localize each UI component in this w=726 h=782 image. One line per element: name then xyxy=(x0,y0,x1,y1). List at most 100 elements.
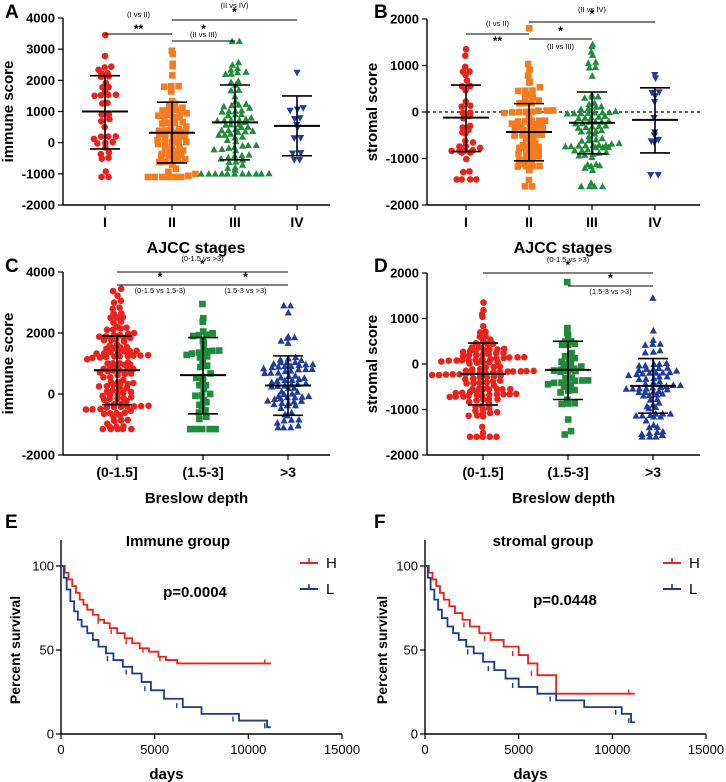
data-point xyxy=(183,138,190,146)
data-point xyxy=(525,25,533,32)
data-point xyxy=(283,358,291,366)
data-point xyxy=(461,63,469,71)
data-point xyxy=(562,375,569,382)
data-point xyxy=(106,410,114,417)
data-point xyxy=(292,353,300,361)
data-point xyxy=(461,52,469,59)
data-point xyxy=(476,144,484,152)
data-point xyxy=(456,371,463,378)
data-point xyxy=(261,369,269,377)
data-point xyxy=(641,341,649,348)
data-point xyxy=(176,111,183,118)
data-point xyxy=(196,401,203,409)
data-point xyxy=(509,368,517,375)
legend-label: H xyxy=(689,555,700,572)
data-point xyxy=(558,400,565,408)
data-point xyxy=(295,415,303,423)
data-point xyxy=(274,363,283,370)
data-point xyxy=(234,77,242,84)
data-point xyxy=(298,393,306,400)
data-point xyxy=(218,126,226,134)
data-point xyxy=(585,100,593,108)
significance-marker: * xyxy=(200,257,205,271)
data-point xyxy=(242,100,250,108)
data-point xyxy=(286,107,294,115)
data-point xyxy=(106,373,114,381)
x-axis-title: Breslow depth xyxy=(145,490,248,507)
data-point xyxy=(659,368,667,376)
data-point xyxy=(297,397,306,404)
data-point xyxy=(252,170,260,177)
data-point xyxy=(592,58,600,65)
data-point xyxy=(102,31,109,39)
comparison-label: (II vs IV) xyxy=(221,1,249,10)
data-point xyxy=(103,382,111,390)
data-point xyxy=(526,78,533,85)
data-point xyxy=(649,336,657,344)
data-point xyxy=(466,168,473,175)
data-point xyxy=(109,138,117,146)
data-point xyxy=(499,386,506,393)
data-point xyxy=(105,149,113,156)
x-tick-label: (1.5-3] xyxy=(182,464,223,480)
data-point xyxy=(482,364,490,371)
data-point xyxy=(119,376,127,384)
data-point xyxy=(281,376,289,384)
y-axis-title: immune score xyxy=(0,313,17,415)
data-point xyxy=(584,377,592,384)
data-point xyxy=(584,109,592,116)
significance-marker: ** xyxy=(493,34,503,48)
data-point xyxy=(663,385,671,393)
x-axis-title: days xyxy=(149,766,183,782)
data-point xyxy=(88,354,96,362)
data-point xyxy=(162,127,169,134)
legend-label: L xyxy=(689,581,697,598)
data-point xyxy=(182,123,190,130)
y-tick-label: 0 xyxy=(48,387,55,402)
data-point xyxy=(582,141,590,149)
x-tick-label: II xyxy=(168,214,176,230)
data-point xyxy=(584,145,592,153)
data-point xyxy=(232,125,240,133)
y-axis-title: stromal score xyxy=(364,315,381,413)
x-tick-label: 0 xyxy=(57,742,64,757)
y-tick-label: 1000 xyxy=(26,104,55,119)
data-point xyxy=(101,64,108,71)
data-point xyxy=(508,120,516,127)
data-point xyxy=(507,385,514,393)
data-point xyxy=(102,168,110,175)
data-point xyxy=(557,389,564,396)
data-point xyxy=(568,374,575,382)
data-point xyxy=(514,353,521,361)
data-point xyxy=(123,324,130,332)
data-point xyxy=(105,111,113,118)
data-point xyxy=(109,287,117,295)
data-point xyxy=(116,360,124,367)
significance-marker: * xyxy=(566,258,571,272)
data-point xyxy=(164,173,172,181)
data-point xyxy=(574,114,583,122)
data-point xyxy=(462,367,470,374)
data-point xyxy=(228,101,236,109)
y-tick-label: 1000 xyxy=(390,58,419,73)
data-point xyxy=(207,370,214,377)
data-point xyxy=(535,107,542,115)
data-point xyxy=(284,339,292,346)
data-point xyxy=(592,127,600,135)
data-point xyxy=(561,142,570,150)
data-point xyxy=(218,108,226,115)
y-tick-label: 3000 xyxy=(26,42,55,57)
data-point xyxy=(577,109,585,117)
data-point xyxy=(118,310,125,317)
data-point xyxy=(589,141,597,149)
data-point xyxy=(277,373,285,381)
data-point xyxy=(215,131,223,138)
data-point xyxy=(581,94,589,101)
data-point xyxy=(535,143,542,151)
data-point xyxy=(493,408,501,416)
data-point xyxy=(642,365,651,372)
data-point xyxy=(570,109,578,117)
data-point xyxy=(642,416,650,424)
data-point xyxy=(286,301,295,309)
x-tick-label: 10000 xyxy=(594,742,630,757)
